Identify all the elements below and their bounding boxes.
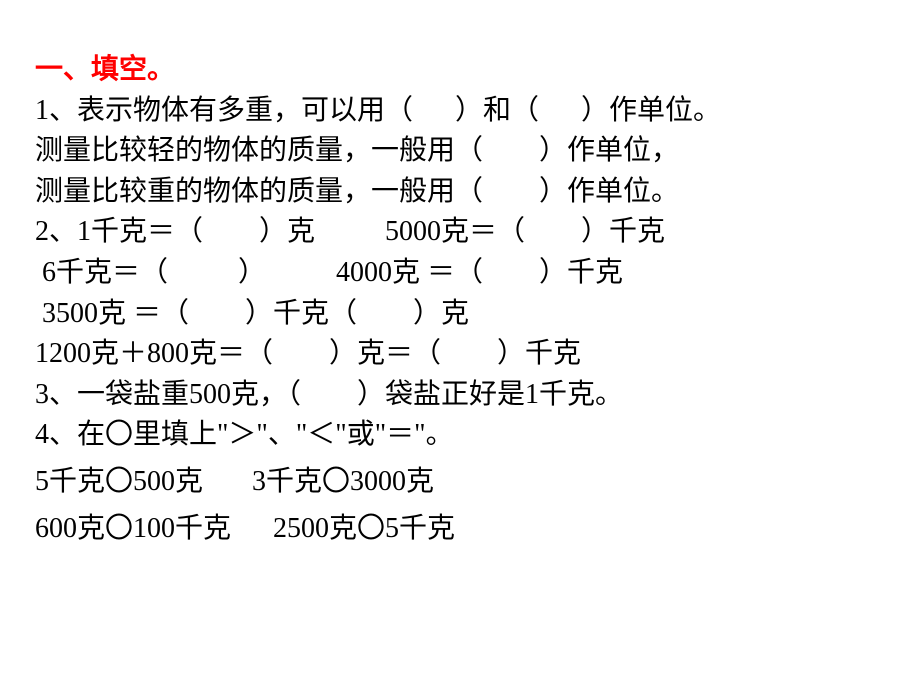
- q1-line1: 1、表示物体有多重，可以用（ ）和（ ）作单位。: [35, 91, 900, 132]
- worksheet-page: 一、填空。 1、表示物体有多重，可以用（ ）和（ ）作单位。 测量比较轻的物体的…: [0, 0, 920, 569]
- q2-line1: 2、1千克＝（ ）克 5000克＝（ ）千克: [35, 212, 900, 253]
- q1-line3: 测量比较重的物体的质量，一般用（ ）作单位。: [35, 172, 900, 213]
- q4-line2: 600克〇100千克 2500克〇5千克: [35, 509, 900, 550]
- q4-prompt: 4、在〇里填上"＞"、"＜"或"＝"。: [35, 415, 900, 456]
- q1-line2: 测量比较轻的物体的质量，一般用（ ）作单位，: [35, 131, 900, 172]
- section-title: 一、填空。: [35, 50, 900, 91]
- q3-line: 3、一袋盐重500克，（ ）袋盐正好是1千克。: [35, 375, 900, 416]
- q4-line1: 5千克〇500克 3千克〇3000克: [35, 462, 900, 503]
- q2-line2: 6千克＝（ ） 4000克 ＝（ ）千克: [35, 253, 900, 294]
- q2-line3: 3500克 ＝（ ）千克（ ）克: [35, 294, 900, 335]
- q2-line4: 1200克＋800克＝（ ）克＝（ ）千克: [35, 334, 900, 375]
